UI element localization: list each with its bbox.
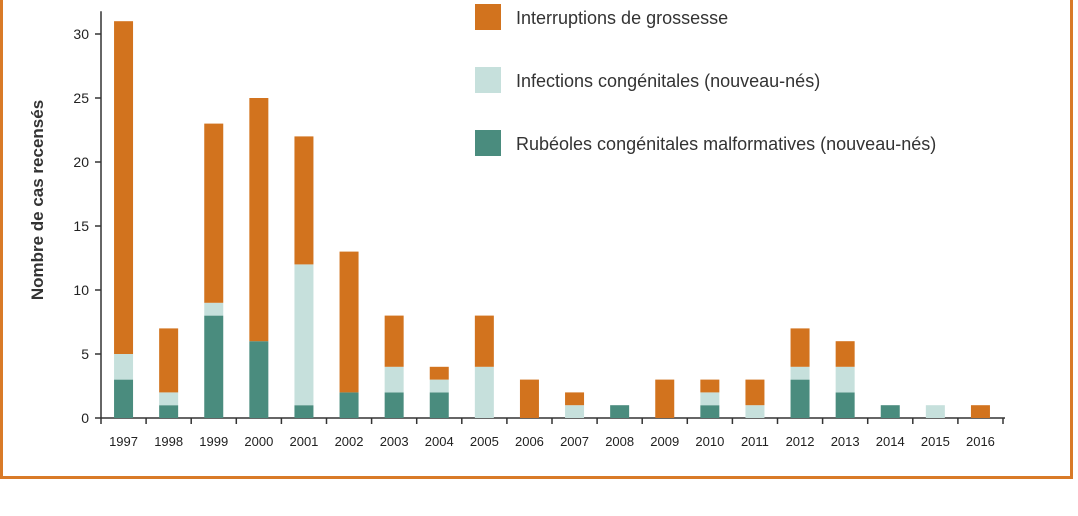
bar-segment-2011-s1 bbox=[745, 405, 765, 418]
bar-segment-2006-s2 bbox=[519, 379, 539, 418]
x-tick-label: 2000 bbox=[244, 434, 273, 449]
bar-segment-2012-s0 bbox=[790, 379, 810, 418]
x-tick-label: 2010 bbox=[695, 434, 724, 449]
y-tick-label: 20 bbox=[73, 154, 89, 170]
x-tick-label: 2007 bbox=[560, 434, 589, 449]
bar-segment-1997-s0 bbox=[114, 379, 134, 418]
x-tick-label: 2012 bbox=[786, 434, 815, 449]
bar-segment-2013-s1 bbox=[835, 366, 855, 393]
bar-segment-2007-s1 bbox=[565, 405, 585, 418]
legend-label: Infections congénitales (nouveau-nés) bbox=[516, 71, 820, 91]
bar-segment-2011-s2 bbox=[745, 379, 765, 406]
x-tick-label: 2002 bbox=[335, 434, 364, 449]
bar-segment-2001-s2 bbox=[294, 136, 314, 265]
y-tick-label: 15 bbox=[73, 218, 89, 234]
legend-swatch bbox=[475, 67, 501, 93]
y-tick-label: 30 bbox=[73, 26, 89, 42]
bar-segment-2003-s0 bbox=[384, 392, 404, 418]
bar-segment-2002-s2 bbox=[339, 251, 359, 393]
legend-swatch bbox=[475, 4, 501, 30]
bar-segment-2013-s2 bbox=[835, 341, 855, 367]
bar-segment-2007-s2 bbox=[565, 392, 585, 406]
y-tick-label: 5 bbox=[81, 346, 89, 362]
bar-segment-2000-s2 bbox=[249, 98, 269, 342]
x-axis: 1997 1998 1999 2000 2001 2002 2003 2004 2005 2006… bbox=[100, 417, 1005, 449]
x-tick-label: 2008 bbox=[605, 434, 634, 449]
bar-segment-2012-s1 bbox=[790, 366, 810, 380]
bar-segment-2009-s2 bbox=[655, 379, 675, 418]
legend-label: Interruptions de grossesse bbox=[516, 8, 728, 28]
y-axis: 0 5 10 15 20 25 30 bbox=[73, 11, 102, 426]
y-axis-title: Nombre de cas recensés bbox=[28, 100, 47, 300]
legend: Interruptions de grossesse Infections con… bbox=[475, 4, 936, 156]
x-tick-label: 2016 bbox=[966, 434, 995, 449]
bar-segment-1998-s0 bbox=[159, 405, 179, 418]
bar-segment-2013-s0 bbox=[835, 392, 855, 418]
bar-segment-2003-s2 bbox=[384, 315, 404, 367]
y-tick-label: 25 bbox=[73, 90, 89, 106]
bar-segment-2005-s2 bbox=[474, 315, 494, 367]
x-tick-label: 2006 bbox=[515, 434, 544, 449]
x-tick-label: 2011 bbox=[741, 434, 769, 449]
bar-segment-2003-s1 bbox=[384, 366, 404, 393]
bar-segment-2004-s1 bbox=[429, 379, 449, 393]
bar-segment-1999-s2 bbox=[204, 123, 224, 303]
bar-segment-2000-s0 bbox=[249, 341, 269, 418]
x-tick-label: 2013 bbox=[831, 434, 860, 449]
bar-segment-2010-s0 bbox=[700, 405, 720, 418]
x-tick-label: 2004 bbox=[425, 434, 454, 449]
bar-segment-2008-s0 bbox=[610, 405, 630, 418]
x-tick-label: 2003 bbox=[380, 434, 409, 449]
bar-segment-2014-s0 bbox=[880, 405, 900, 418]
y-tick-label: 0 bbox=[81, 410, 89, 426]
bar-segment-2002-s0 bbox=[339, 392, 359, 418]
bar-segment-1999-s0 bbox=[204, 315, 224, 418]
bar-segment-2015-s1 bbox=[925, 405, 945, 418]
bar-segment-2016-s2 bbox=[970, 405, 990, 418]
bar-segment-2012-s2 bbox=[790, 328, 810, 367]
x-tick-label: 2014 bbox=[876, 434, 905, 449]
bar-segment-2010-s1 bbox=[700, 392, 720, 406]
bar-segment-2004-s2 bbox=[429, 366, 449, 380]
bar-segment-1997-s1 bbox=[114, 354, 134, 380]
bar-segment-2001-s0 bbox=[294, 405, 314, 418]
x-tick-label: 2009 bbox=[650, 434, 679, 449]
bars bbox=[114, 21, 990, 418]
bar-segment-2004-s0 bbox=[429, 392, 449, 418]
x-tick-label: 1999 bbox=[199, 434, 228, 449]
y-tick-label: 10 bbox=[73, 282, 89, 298]
bar-segment-2005-s1 bbox=[474, 366, 494, 418]
bar-segment-1998-s2 bbox=[159, 328, 179, 393]
x-tick-label: 1997 bbox=[109, 434, 138, 449]
bar-segment-2010-s2 bbox=[700, 379, 720, 393]
x-tick-label: 2001 bbox=[289, 434, 318, 449]
x-tick-label: 1998 bbox=[154, 434, 183, 449]
bar-segment-2001-s1 bbox=[294, 264, 314, 406]
legend-swatch bbox=[475, 130, 501, 156]
x-tick-label: 2015 bbox=[921, 434, 950, 449]
x-tick-label: 2005 bbox=[470, 434, 499, 449]
bar-segment-1998-s1 bbox=[159, 392, 179, 406]
legend-label: Rubéoles congénitales malformatives (nou… bbox=[516, 134, 936, 154]
bar-segment-1997-s2 bbox=[114, 21, 134, 354]
bar-segment-1999-s1 bbox=[204, 302, 224, 316]
